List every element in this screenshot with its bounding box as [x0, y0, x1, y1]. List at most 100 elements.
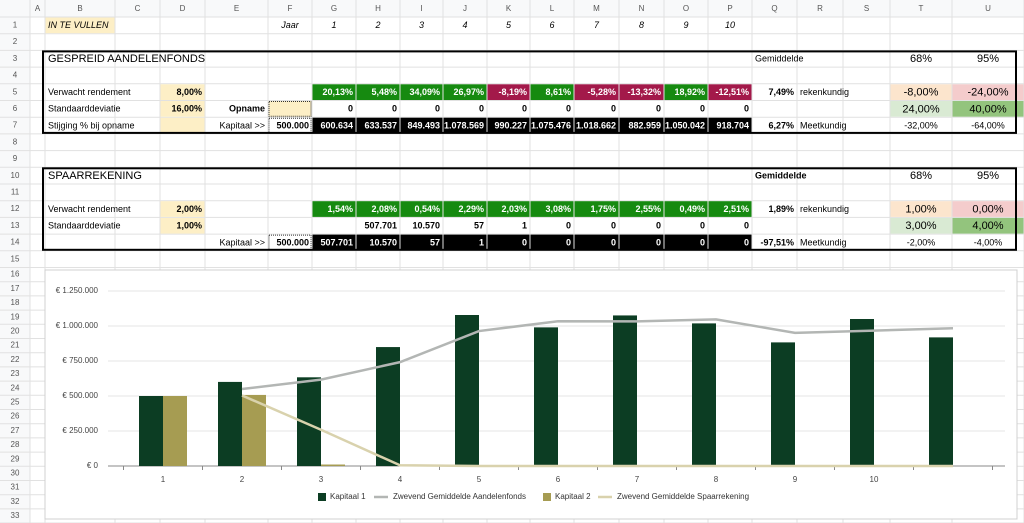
- cell-fill: [619, 201, 664, 217]
- cell-text: -4,00%: [974, 237, 1003, 247]
- cell-fill: [443, 234, 487, 251]
- y-tick-label: € 250.000: [62, 426, 98, 435]
- cell-text: 4: [462, 20, 467, 30]
- cell-text: Kapitaal >>: [219, 120, 265, 130]
- cell-fill: [708, 201, 752, 217]
- cell-text: 18,92%: [674, 87, 705, 97]
- cell-text: 7,49%: [768, 87, 794, 97]
- x-tick-label: 6: [556, 475, 561, 484]
- cell-text: 24,00%: [902, 103, 940, 115]
- cell-text: Stijging % bij opname: [48, 120, 135, 130]
- x-tick-label: 5: [477, 475, 482, 484]
- cell-text: GESPREID AANDELENFONDS: [48, 53, 205, 65]
- column-header-bar: [0, 0, 1024, 17]
- bar: [534, 327, 558, 466]
- legend-label: Kapitaal 2: [555, 492, 591, 501]
- cell-fill: [619, 84, 664, 100]
- column-header: M: [593, 4, 600, 13]
- cell-text: 633.537: [364, 120, 397, 130]
- cell-text: Verwacht rendement: [48, 204, 131, 214]
- cell-text: 0: [700, 104, 705, 114]
- row-header: 33: [11, 511, 20, 520]
- cell-text: 1,75%: [590, 204, 616, 214]
- row-header: 29: [11, 454, 20, 463]
- column-header: H: [375, 4, 381, 13]
- legend-swatch: [543, 493, 551, 501]
- cell-text: 0: [744, 237, 749, 247]
- cell-text: 3,00%: [905, 220, 936, 232]
- cell-fill: [312, 117, 356, 134]
- cell-text: 0: [744, 221, 749, 231]
- cell-text: 57: [430, 237, 440, 247]
- cell-fill: [574, 201, 619, 217]
- column-header: E: [234, 4, 239, 13]
- cell-text: 2,08%: [371, 204, 397, 214]
- cell-text: 500.000: [276, 237, 309, 247]
- bar: [163, 396, 187, 466]
- legend-label: Kapitaal 1: [330, 492, 366, 501]
- cell-text: 918.704: [716, 120, 749, 130]
- y-tick-label: € 750.000: [62, 356, 98, 365]
- column-header: K: [506, 4, 512, 13]
- cell-fill: [890, 217, 952, 234]
- cell-text: 2,29%: [458, 204, 484, 214]
- column-header: U: [985, 4, 991, 13]
- cell-fill: [890, 84, 952, 100]
- cell-text: 8: [639, 20, 644, 30]
- cell-text: 3: [419, 20, 424, 30]
- cell-text: 0: [656, 104, 661, 114]
- column-header: O: [683, 4, 689, 13]
- cell-text: 8,61%: [545, 87, 571, 97]
- cell-text: 5,48%: [371, 87, 397, 97]
- cell-text: 0: [392, 104, 397, 114]
- cell-fill: [443, 201, 487, 217]
- cell-fill: [530, 201, 574, 217]
- cell-text: 500.000: [276, 120, 309, 130]
- row-header: 30: [11, 469, 20, 478]
- cell-text: 0: [700, 221, 705, 231]
- y-tick-label: € 1.000.000: [56, 321, 99, 330]
- cell-text: 10.570: [369, 237, 397, 247]
- row-header: 6: [13, 104, 18, 113]
- row-header: 32: [11, 497, 20, 506]
- cell-fill: [312, 201, 356, 217]
- legend-label: Zwevend Gemiddelde Aandelenfonds: [393, 492, 526, 501]
- cell-fill: [664, 201, 708, 217]
- cell-fill: [45, 17, 115, 34]
- cell-text: 882.959: [628, 120, 661, 130]
- cell-text: 1: [522, 221, 527, 231]
- cell-fill: [530, 84, 574, 100]
- row-header: 21: [11, 341, 20, 350]
- cell-text: 7: [594, 20, 600, 30]
- cell-fill: [268, 101, 312, 117]
- cell-fill: [708, 117, 752, 134]
- cell-text: 0: [479, 104, 484, 114]
- x-tick-label: 10: [870, 475, 879, 484]
- cell-fill: [356, 84, 400, 100]
- cell-fill: [530, 117, 574, 134]
- x-tick-label: 7: [635, 475, 640, 484]
- column-header: G: [331, 4, 337, 13]
- cell-fill: [487, 201, 530, 217]
- cell-fill: [664, 117, 708, 134]
- column-header: I: [420, 4, 422, 13]
- row-header: 22: [11, 355, 20, 364]
- cell-text: -64,00%: [971, 120, 1005, 130]
- column-header: F: [288, 4, 293, 13]
- cell-text: -8,00%: [904, 87, 939, 99]
- row-header: 3: [13, 54, 18, 63]
- cell-text: 1,89%: [768, 204, 794, 214]
- row-header: 20: [11, 327, 20, 336]
- cell-text: 0: [566, 104, 571, 114]
- row-header: 15: [11, 254, 20, 263]
- cell-fill: [952, 101, 1024, 117]
- cell-text: 1.075.476: [531, 120, 571, 130]
- cell-text: 1: [331, 20, 336, 30]
- cell-text: -13,32%: [627, 87, 661, 97]
- trend-line: [241, 318, 954, 391]
- cell-text: 3,08%: [545, 204, 571, 214]
- cell-fill: [160, 84, 205, 100]
- cell-text: 34,09%: [409, 87, 440, 97]
- cell-text: 0: [611, 237, 616, 247]
- cell-fill: [952, 217, 1024, 234]
